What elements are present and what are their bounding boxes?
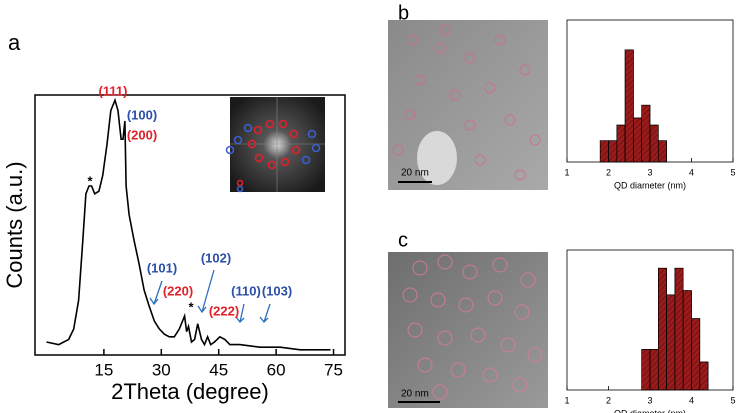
histogram-bar-hatch	[657, 267, 667, 391]
histogram-bar-hatch	[657, 140, 667, 163]
histogram-bar-hatch	[691, 318, 701, 391]
panel-label: b	[398, 2, 409, 24]
x-axis-title: QD diameter (nm)	[614, 408, 686, 413]
tem-image-b	[388, 20, 548, 190]
x-tick-label: 3	[647, 395, 652, 405]
panel-label: c	[398, 229, 408, 251]
y-axis-title: Counts (a.u.)	[2, 161, 27, 288]
x-tick-label: 75	[324, 360, 343, 379]
tem-image-c	[388, 252, 548, 408]
peak-annotation: (103)	[262, 283, 292, 298]
histogram-bar-hatch	[674, 267, 684, 391]
peak-annotation: (220)	[163, 283, 193, 298]
x-tick-label: 5	[730, 167, 735, 177]
peak-annotation: (200)	[127, 127, 157, 142]
x-axis-title: 2Theta (degree)	[111, 379, 269, 404]
x-tick-label: 15	[94, 360, 113, 379]
histogram-bar-hatch	[641, 104, 651, 163]
histogram-bar-hatch	[649, 349, 659, 391]
peak-annotation: (100)	[127, 107, 157, 122]
x-tick-label: 4	[689, 395, 694, 405]
histogram-bar-hatch	[633, 117, 643, 163]
peak-annotation: *	[188, 299, 194, 314]
histogram-bar-hatch	[666, 294, 676, 391]
peak-annotation: (102)	[201, 250, 231, 265]
x-tick-label: 1	[564, 395, 569, 405]
histogram-bar-hatch	[641, 349, 651, 391]
histogram-bar-hatch	[682, 290, 692, 391]
x-tick-label: 1	[564, 167, 569, 177]
histogram-bar-hatch	[616, 124, 626, 163]
fft-inset	[225, 97, 325, 193]
peak-annotation: (101)	[147, 260, 177, 275]
histogram-bar-hatch	[624, 49, 634, 163]
x-tick-label: 2	[606, 167, 611, 177]
plot-frame	[34, 94, 346, 356]
panel-label: a	[8, 30, 21, 55]
peak-annotation: (111)	[99, 83, 128, 98]
x-axis-title: QD diameter (nm)	[614, 180, 686, 190]
peak-annotation: (110)	[231, 283, 261, 298]
peak-annotation: (222)	[209, 303, 239, 318]
histogram-bar-hatch	[608, 140, 618, 163]
x-tick-label: 2	[606, 395, 611, 405]
histogram-bar-hatch	[699, 361, 709, 391]
x-tick-label: 60	[267, 360, 286, 379]
scale-bar-label: 20 nm	[401, 389, 429, 400]
x-tick-label: 5	[730, 395, 735, 405]
histogram-bar-hatch	[599, 140, 609, 163]
x-tick-label: 3	[647, 167, 652, 177]
peak-annotation: *	[87, 173, 93, 188]
scale-bar-label: 20 nm	[401, 168, 429, 179]
x-tick-label: 4	[689, 167, 694, 177]
x-tick-label: 30	[152, 360, 171, 379]
x-tick-label: 45	[209, 360, 228, 379]
histogram-bar-hatch	[649, 124, 659, 163]
xrd-curve	[46, 97, 331, 351]
arrows	[149, 269, 271, 323]
